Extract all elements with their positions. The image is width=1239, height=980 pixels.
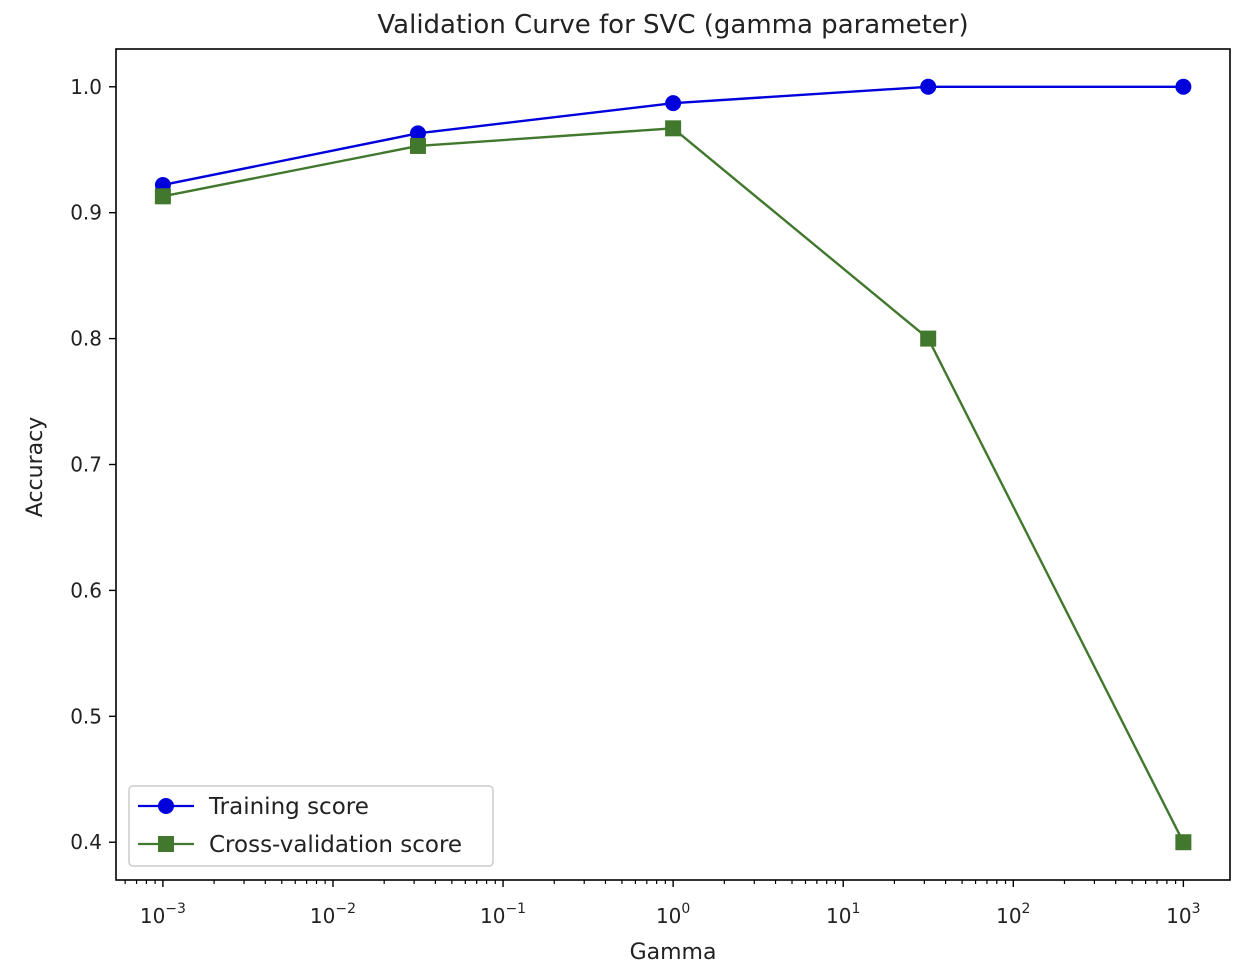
- x-major-ticks: 10−3 10−2 10−1 100 101 102 103: [140, 880, 1201, 928]
- training-score-point: [409, 125, 426, 142]
- y-tick-label: 0.4: [70, 830, 102, 854]
- x-tick-label: 100: [656, 901, 690, 928]
- x-tick-label: 102: [996, 901, 1030, 928]
- legend-box: [128, 785, 494, 867]
- training-score-point: [1175, 78, 1192, 95]
- x-tick-label: 10−2: [310, 901, 356, 928]
- x-tick-label: 10−1: [480, 901, 526, 928]
- y-tick-label: 0.5: [70, 704, 102, 728]
- x-tick-label: 101: [826, 901, 860, 928]
- y-tick-label: 1.0: [70, 75, 102, 99]
- legend: Training score Cross-validation score: [128, 785, 494, 867]
- training-score-point: [920, 78, 937, 95]
- cross-validation-score-point: [665, 120, 682, 137]
- cross-validation-score-point: [920, 330, 937, 347]
- cross-validation-score-point: [1175, 834, 1192, 851]
- chart-title: Validation Curve for SVC (gamma paramete…: [377, 10, 968, 40]
- legend-marker-cross-validation: [158, 836, 174, 852]
- y-tick-label: 0.6: [70, 578, 102, 602]
- x-tick-label: 10−3: [140, 901, 186, 928]
- plot-frame: [115, 48, 1231, 881]
- series-layer: [154, 78, 1192, 851]
- y-tick-label: 0.8: [70, 327, 102, 351]
- cross-validation-score-point: [154, 188, 171, 205]
- y-tick-label: 0.7: [70, 453, 102, 477]
- y-axis-title: Accuracy: [23, 417, 48, 517]
- y-tick-label: 0.9: [70, 201, 102, 225]
- cross-validation-score-point: [409, 137, 426, 154]
- x-axis-title: Gamma: [630, 940, 717, 965]
- y-ticks: 0.4 0.5 0.6 0.7 0.8 0.9 1.0: [70, 75, 116, 854]
- training-score-point: [665, 95, 682, 112]
- legend-label-cross-validation: Cross-validation score: [209, 832, 462, 858]
- legend-marker-training: [158, 798, 174, 814]
- legend-label-training: Training score: [208, 794, 369, 820]
- x-tick-label: 103: [1166, 901, 1200, 928]
